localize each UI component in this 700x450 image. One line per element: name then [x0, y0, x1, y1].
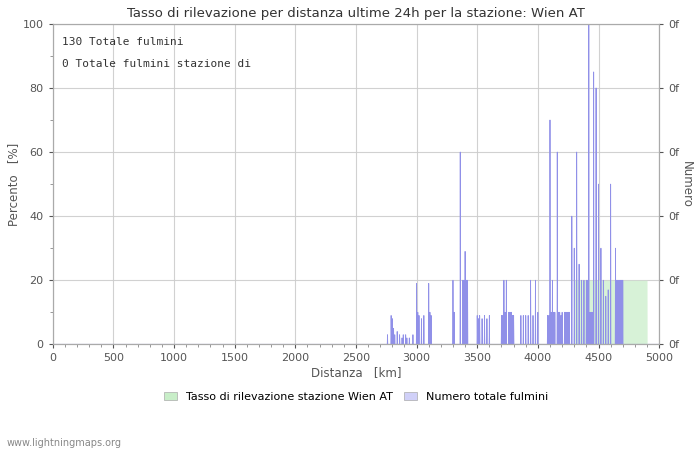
Legend: Tasso di rilevazione stazione Wien AT, Numero totale fulmini: Tasso di rilevazione stazione Wien AT, N…	[159, 387, 553, 406]
X-axis label: Distanza   [km]: Distanza [km]	[311, 366, 401, 379]
Y-axis label: Numero: Numero	[680, 161, 693, 207]
Title: Tasso di rilevazione per distanza ultime 24h per la stazione: Wien AT: Tasso di rilevazione per distanza ultime…	[127, 7, 585, 20]
Y-axis label: Percento   [%]: Percento [%]	[7, 143, 20, 226]
Text: 0 Totale fulmini stazione di: 0 Totale fulmini stazione di	[62, 59, 251, 69]
Text: www.lightningmaps.org: www.lightningmaps.org	[7, 438, 122, 448]
Text: 130 Totale fulmini: 130 Totale fulmini	[62, 37, 183, 47]
